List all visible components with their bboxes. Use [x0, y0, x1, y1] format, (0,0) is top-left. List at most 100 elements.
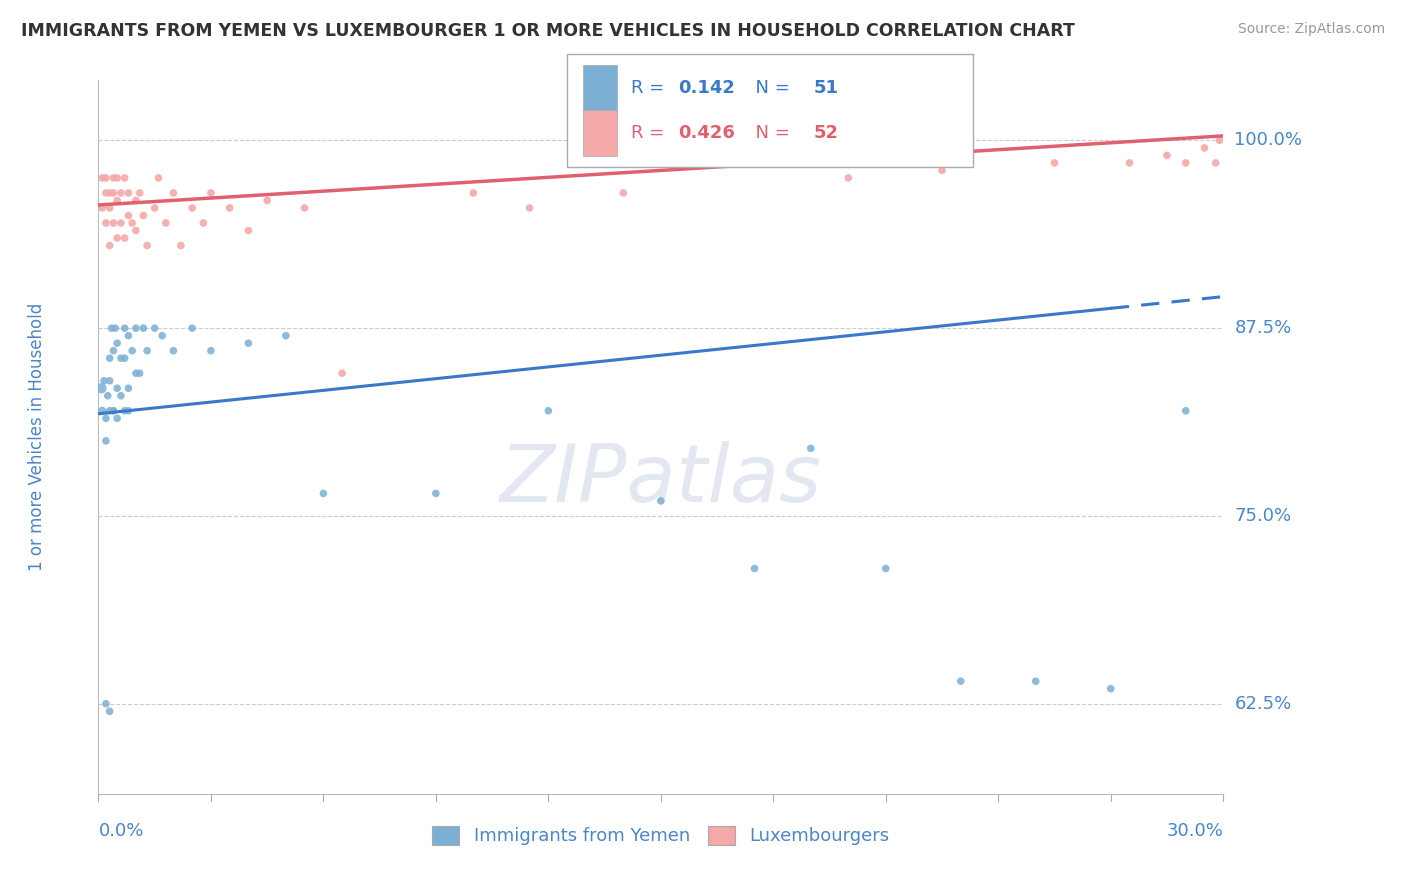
Point: [117, 186, 139, 200]
Point: [181, 201, 204, 215]
Text: N =: N =: [744, 124, 796, 142]
Point: [91, 201, 114, 215]
Point: [94, 216, 117, 230]
Point: [537, 404, 560, 418]
Point: [1025, 674, 1047, 689]
Point: [132, 321, 155, 335]
Point: [128, 366, 150, 380]
Point: [193, 216, 215, 230]
Point: [136, 238, 159, 252]
Point: [1156, 148, 1178, 162]
Point: [425, 486, 447, 500]
Point: [103, 404, 125, 418]
Point: [114, 231, 136, 245]
Text: 1 or more Vehicles in Household: 1 or more Vehicles in Household: [28, 303, 45, 571]
Point: [105, 194, 128, 208]
Point: [1099, 681, 1122, 696]
Point: [117, 328, 139, 343]
Point: [98, 374, 121, 388]
Point: [103, 216, 125, 230]
Point: [200, 343, 222, 358]
Point: [238, 223, 260, 237]
Point: [91, 170, 114, 185]
Point: [170, 238, 193, 252]
Point: [125, 366, 148, 380]
Point: [1174, 156, 1197, 170]
Point: [1205, 156, 1227, 170]
Text: N =: N =: [744, 79, 796, 97]
Point: [1208, 133, 1230, 147]
Point: [98, 404, 121, 418]
Point: [121, 216, 143, 230]
Text: R =: R =: [631, 124, 671, 142]
Point: [94, 186, 117, 200]
Text: ZIPatlas: ZIPatlas: [499, 441, 823, 519]
Point: [330, 366, 353, 380]
Text: 51: 51: [814, 79, 839, 97]
Point: [121, 343, 143, 358]
Text: 87.5%: 87.5%: [1234, 319, 1292, 337]
Point: [114, 170, 136, 185]
Text: IMMIGRANTS FROM YEMEN VS LUXEMBOURGER 1 OR MORE VEHICLES IN HOUSEHOLD CORRELATIO: IMMIGRANTS FROM YEMEN VS LUXEMBOURGER 1 …: [21, 22, 1076, 40]
Point: [100, 321, 122, 335]
Point: [218, 201, 240, 215]
Point: [143, 321, 166, 335]
Point: [98, 238, 121, 252]
Text: 75.0%: 75.0%: [1234, 507, 1292, 525]
Point: [150, 328, 173, 343]
Point: [1174, 404, 1197, 418]
Point: [148, 170, 170, 185]
Point: [94, 170, 117, 185]
Point: [117, 381, 139, 395]
Text: 100.0%: 100.0%: [1234, 131, 1302, 149]
Point: [94, 697, 117, 711]
Point: [274, 328, 297, 343]
Point: [103, 186, 125, 200]
Point: [90, 381, 112, 395]
Point: [931, 163, 953, 178]
Point: [110, 186, 132, 200]
Text: Source: ZipAtlas.com: Source: ZipAtlas.com: [1237, 22, 1385, 37]
Text: 62.5%: 62.5%: [1234, 695, 1292, 713]
Point: [837, 170, 859, 185]
Point: [1043, 156, 1066, 170]
Point: [103, 404, 125, 418]
Text: 0.0%: 0.0%: [98, 822, 143, 840]
Point: [93, 374, 115, 388]
Point: [105, 231, 128, 245]
Text: 0.142: 0.142: [678, 79, 734, 97]
Point: [256, 194, 278, 208]
Point: [103, 170, 125, 185]
Point: [294, 201, 316, 215]
Point: [1194, 141, 1216, 155]
Point: [110, 389, 132, 403]
Point: [98, 351, 121, 366]
Point: [94, 411, 117, 425]
Point: [103, 343, 125, 358]
Point: [125, 321, 148, 335]
Point: [98, 201, 121, 215]
Point: [200, 186, 222, 200]
Point: [114, 351, 136, 366]
Point: [519, 201, 541, 215]
Text: 0.426: 0.426: [678, 124, 734, 142]
Text: 30.0%: 30.0%: [1167, 822, 1223, 840]
Point: [117, 404, 139, 418]
Point: [117, 209, 139, 223]
Point: [110, 351, 132, 366]
Point: [114, 321, 136, 335]
Point: [800, 442, 823, 456]
Point: [98, 186, 121, 200]
Point: [650, 494, 672, 508]
Text: 52: 52: [814, 124, 839, 142]
Point: [162, 186, 184, 200]
Point: [875, 561, 897, 575]
Point: [132, 209, 155, 223]
Point: [128, 186, 150, 200]
Point: [105, 336, 128, 351]
Point: [125, 223, 148, 237]
Point: [94, 434, 117, 448]
Point: [949, 674, 972, 689]
Point: [91, 404, 114, 418]
Point: [104, 321, 127, 335]
